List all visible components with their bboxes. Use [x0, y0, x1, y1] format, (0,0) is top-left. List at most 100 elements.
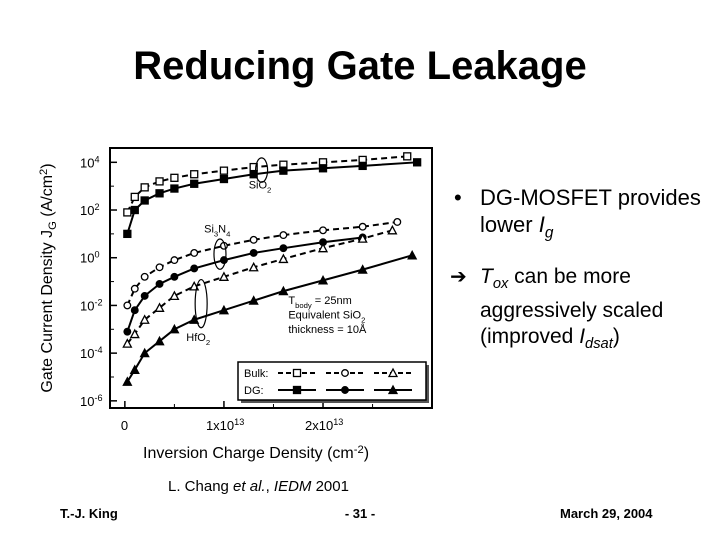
data-point	[387, 367, 399, 378]
footer-page-number: - 31 -	[344, 506, 376, 521]
data-point	[123, 301, 132, 310]
series-line	[126, 229, 393, 345]
x-axis-label: Inversion Charge Density (cm-2)	[143, 444, 369, 462]
data-point	[130, 205, 139, 215]
plot-frame	[109, 147, 433, 409]
data-point	[130, 306, 139, 315]
data-point	[139, 314, 150, 324]
data-point	[358, 222, 367, 231]
x-tick-label: 2x1013	[305, 417, 343, 433]
series-sio2-bulk	[123, 152, 412, 217]
hfo2-group-ellipse	[194, 278, 208, 329]
data-point	[130, 192, 139, 202]
data-point	[122, 376, 133, 386]
data-point	[190, 170, 199, 179]
data-point	[130, 284, 139, 293]
data-point	[190, 249, 199, 257]
data-point	[140, 196, 149, 205]
series-si3n4-dg	[123, 233, 367, 336]
data-point	[341, 386, 349, 394]
data-point	[249, 235, 258, 244]
data-point	[279, 231, 288, 240]
bullet-tox-var: T	[480, 265, 493, 289]
slide-title: Reducing Gate Leakage	[133, 44, 587, 88]
citation-venue: IEDM	[273, 478, 312, 495]
data-point	[319, 226, 327, 235]
data-point	[248, 261, 259, 272]
bullet-list: • DG-MOSFET provides lower Ig ➔ Tox can …	[450, 184, 710, 357]
y-axis-label: Gate Current Density JG (A/cm2)	[38, 163, 59, 392]
data-point	[292, 368, 302, 378]
data-point	[123, 229, 132, 239]
series-sio2-dg	[123, 158, 422, 239]
bullet-tox-text: can be more aggressively scaled (improve…	[480, 265, 664, 348]
data-point	[190, 264, 199, 273]
data-point	[219, 174, 229, 184]
footer-date: March 29, 2004	[560, 506, 653, 521]
data-point	[278, 253, 289, 264]
data-point	[169, 290, 180, 301]
citation: L. Chang et al., IEDM 2001	[168, 478, 349, 495]
series-hfo2-bulk	[122, 224, 398, 348]
bullet-dg-mosfet: • DG-MOSFET provides lower Ig	[450, 184, 710, 246]
y-tick-label: 10-2	[80, 297, 103, 313]
bullet-tox-sub: ox	[492, 276, 509, 293]
bullet-dg-var: I	[538, 212, 545, 237]
x-tick-label: 0	[121, 418, 128, 433]
data-point	[139, 347, 150, 358]
data-point	[169, 323, 180, 334]
bullet-idsat-close: )	[612, 324, 620, 348]
bullet-idsat-sub: dsat	[585, 335, 613, 352]
data-point	[317, 242, 329, 253]
data-point	[249, 249, 258, 257]
bullet-dot-icon: •	[454, 185, 462, 210]
data-point	[407, 249, 418, 260]
tbody-annotation: Tbody = 25nm	[288, 295, 351, 310]
arrow-right-icon: ➔	[450, 266, 467, 289]
data-point	[412, 158, 422, 167]
bullet-idsat-var: I	[579, 324, 586, 348]
gate-current-chart: 104 102 100 10-2 10-4 10-6 0 1x1013 2x1013 Invers…	[38, 140, 448, 470]
data-point	[170, 256, 179, 265]
citation-etal: et al.	[233, 478, 266, 495]
y-tick-label: 100	[80, 250, 100, 266]
si3n4-label: Si3N4	[204, 224, 231, 239]
data-point	[155, 280, 164, 288]
data-point	[317, 275, 329, 285]
legend-dg-label: DG:	[244, 385, 264, 397]
data-point	[190, 179, 199, 188]
y-tick-label: 10-4	[80, 345, 103, 361]
data-point	[123, 327, 132, 336]
data-point	[129, 328, 140, 339]
sio2-group-ellipse	[254, 157, 269, 183]
chart-canvas: 104 102 100 10-2 10-4 10-6 0 1x1013 2x1013 Invers…	[38, 147, 433, 462]
data-point	[341, 369, 349, 377]
data-point	[403, 152, 412, 161]
footer-author: T.-J. King	[60, 506, 118, 521]
data-point	[155, 263, 164, 272]
data-point	[248, 295, 259, 305]
legend: Bulk: DG:	[237, 361, 429, 403]
data-point	[219, 166, 229, 175]
data-point	[154, 302, 165, 312]
data-point	[140, 272, 149, 281]
bullet-dg-sub: g	[544, 224, 554, 242]
series-line	[126, 161, 418, 235]
legend-bulk-label: Bulk:	[244, 368, 268, 380]
series-line	[126, 220, 398, 306]
thickness-annotation: thickness = 10Å	[288, 323, 367, 336]
data-point	[155, 189, 164, 198]
data-point	[357, 264, 368, 274]
data-point	[218, 271, 230, 281]
data-point	[387, 224, 398, 235]
data-point	[170, 173, 179, 182]
data-point	[170, 184, 179, 193]
data-point	[140, 183, 149, 192]
series-hfo2-dg	[122, 249, 418, 386]
data-point	[279, 244, 288, 253]
data-point	[129, 364, 140, 374]
data-point	[249, 170, 258, 179]
y-tick-label: 10-6	[80, 393, 103, 409]
bullet-tox: ➔ Tox can be more aggressively scaled (i…	[450, 264, 710, 356]
data-point	[292, 385, 302, 395]
